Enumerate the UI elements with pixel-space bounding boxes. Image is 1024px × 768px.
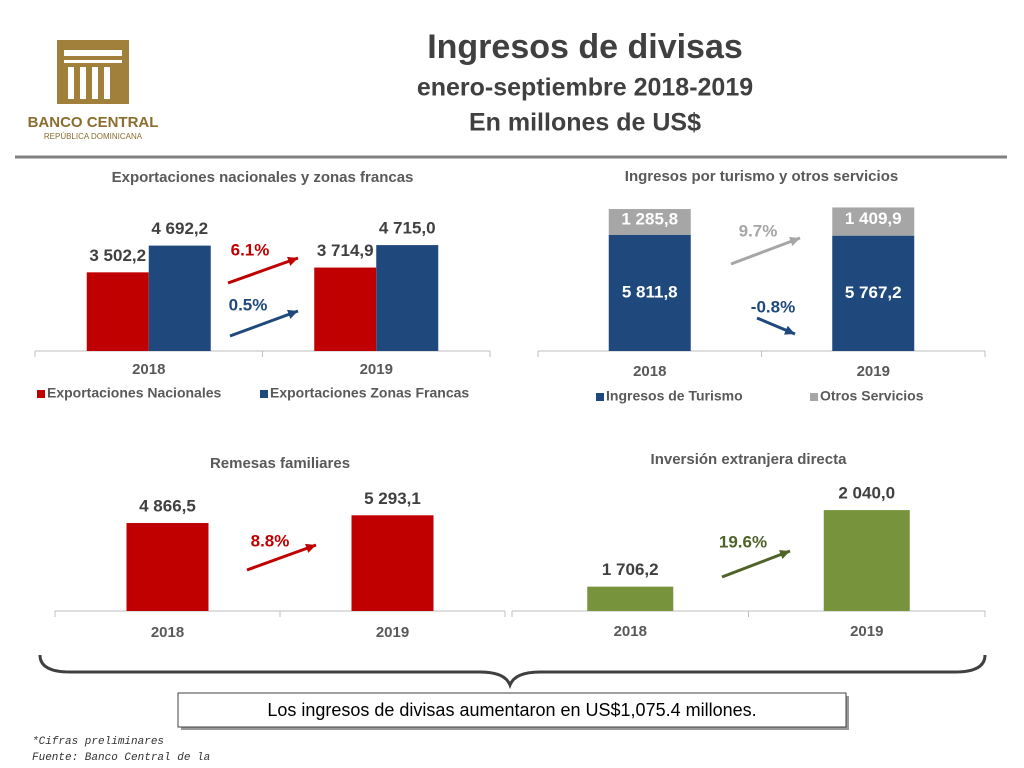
legend-label: Exportaciones Nacionales [47,385,222,401]
bar-segment [832,235,915,351]
growth-arrow [721,549,791,579]
slide-subtitle: enero-septiembre 2018-2019 [417,74,753,102]
note: *Cifras preliminares [32,736,164,748]
data-label: 1 706,2 [602,560,659,579]
bar [126,523,209,611]
logo-subtitle: REPÚBLICA DOMINICANA [44,132,143,141]
legend-swatch [596,393,604,401]
legend-swatch [810,393,818,401]
logo-detail [104,67,110,99]
growth-arrow [730,236,801,266]
legend-label: Exportaciones Zonas Francas [270,385,469,401]
legend-swatch [260,390,268,398]
growth-label: 19.6% [719,532,767,551]
bar-segment [608,209,691,235]
bar [823,510,910,611]
x-tick-label: 2019 [360,361,393,378]
bar [587,586,674,611]
bar [148,245,211,351]
x-tick-label: 2019 [857,363,890,380]
chart-title: Exportaciones nacionales y zonas francas [112,169,414,186]
slide-title: Ingresos de divisas [427,28,743,66]
growth-label: 0.5% [229,295,268,314]
growth-arrow [227,256,299,285]
bar [376,245,439,351]
arrow-head [287,309,298,319]
logo-detail [80,67,86,99]
logo-detail [64,50,122,56]
data-label: 1 409,9 [845,209,902,228]
x-tick-label: 2019 [376,624,409,641]
data-label: 5 811,8 [622,282,678,301]
slide-subtitle: En millones de US$ [469,109,701,137]
arrow-head [784,325,795,335]
data-label: 5 293,1 [364,489,421,508]
bar-segment [608,234,691,351]
growth-label: 9.7% [739,221,778,240]
data-label: 1 285,8 [621,209,678,228]
data-label: 5 767,2 [845,283,902,302]
data-label: 4 866,5 [139,497,196,516]
x-tick-label: 2018 [151,624,184,641]
growth-arrow [229,309,299,338]
logo: BANCO CENTRAL REPÚBLICA DOMINICANA [28,40,159,141]
arrow-head [287,256,298,266]
data-label: 4 692,2 [151,219,208,238]
growth-arrow [246,543,317,572]
arrow-head [305,543,316,553]
arrow-head [779,550,790,560]
logo-name: BANCO CENTRAL [28,114,159,131]
x-tick-label: 2018 [633,363,666,380]
summary-text: Los ingresos de divisas aumentaron en US… [267,700,756,720]
bar [314,267,377,351]
logo-detail [64,60,122,63]
data-label: 3 502,2 [89,246,146,265]
arrow-head [789,237,800,246]
legend-swatch [37,390,45,398]
logo-detail [92,67,98,99]
chart-title: Ingresos por turismo y otros servicios [625,168,898,185]
growth-label: 6.1% [231,240,270,259]
note: Fuente: Banco Central de la [32,752,210,764]
chart-title: Remesas familiares [210,455,350,472]
legend-label: Otros Servicios [820,388,924,404]
logo-detail [68,67,74,99]
data-label: 3 714,9 [317,241,374,260]
growth-label: 8.8% [251,531,290,550]
bar-segment [832,207,915,236]
data-label: 2 040,0 [838,484,895,503]
x-tick-label: 2018 [614,623,647,640]
brace [38,654,987,690]
x-tick-label: 2018 [132,361,165,378]
chart-title: Inversión extranjera directa [651,451,848,468]
bar [86,272,149,351]
bar [351,515,434,611]
legend-label: Ingresos de Turismo [606,388,743,404]
summary-box [177,692,847,728]
x-tick-label: 2019 [850,623,883,640]
growth-label: -0.8% [751,297,795,316]
data-label: 4 715,0 [379,219,436,238]
